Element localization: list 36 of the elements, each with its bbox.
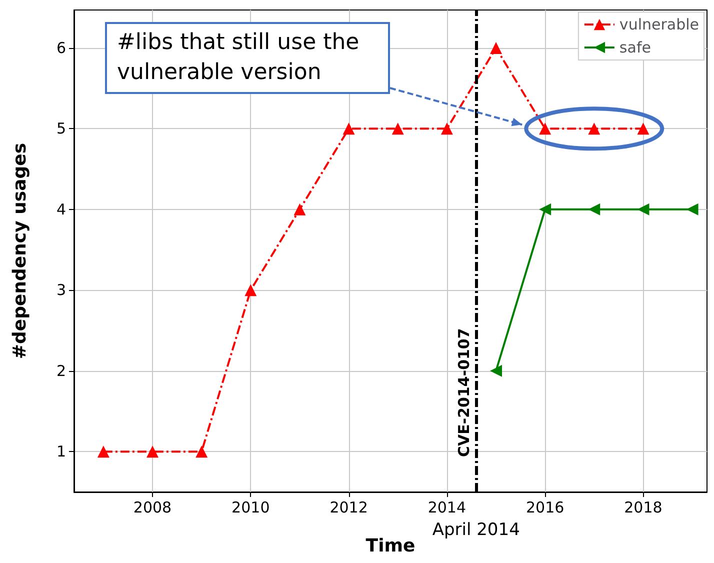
point: [490, 42, 502, 54]
y-tick-label: 2: [56, 362, 66, 380]
point: [686, 203, 698, 216]
text: April 2014: [432, 520, 520, 540]
point: [342, 122, 355, 135]
point: [588, 122, 600, 135]
x-axis-title: Time: [366, 536, 416, 556]
y-tick-label: 4: [56, 200, 66, 218]
x-tick-label: 2008: [133, 498, 172, 516]
y-axis-title: #dependency usages: [10, 142, 30, 360]
point: [588, 203, 600, 216]
point: [196, 446, 208, 458]
point: [294, 203, 306, 216]
point: [637, 203, 650, 216]
point: [440, 122, 453, 135]
annotation: #libs that still use the vulnerable version: [105, 22, 390, 94]
x-tick-label: 2018: [624, 498, 662, 516]
legend-label: vulnerable: [619, 16, 700, 34]
x-tick-label: 2014: [428, 498, 466, 516]
ref-line-label: CVE-2014-0107: [454, 328, 473, 457]
y-tick-label: 3: [56, 281, 66, 300]
point: [539, 122, 552, 135]
point: [392, 122, 404, 135]
point: [637, 122, 650, 135]
x-tick-label: 2016: [526, 498, 564, 516]
point: [244, 284, 257, 296]
y-tick-label: 6: [56, 38, 66, 57]
y-tick-label: 1: [56, 442, 66, 461]
x-tick-label: 2010: [232, 498, 270, 516]
point: [97, 446, 110, 458]
point: [146, 446, 159, 458]
y-tick-label: 5: [56, 120, 66, 138]
x-tick-label: 2012: [330, 498, 368, 516]
point: [490, 364, 502, 377]
point: [539, 203, 552, 216]
legend-label: safe: [619, 38, 651, 56]
